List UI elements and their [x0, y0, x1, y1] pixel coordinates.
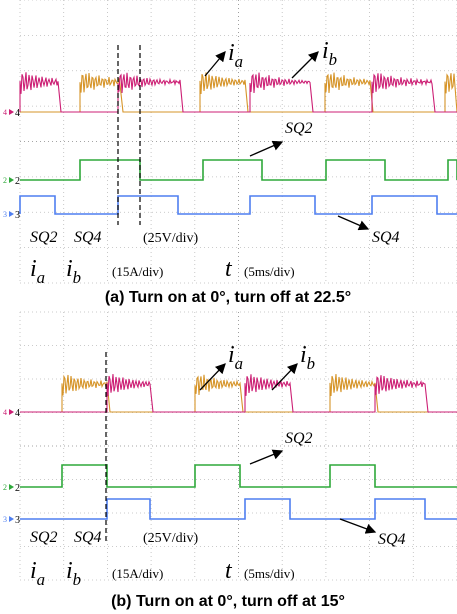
time-scale: (5ms/div)	[244, 264, 295, 279]
channel-arrow	[9, 109, 14, 115]
caption: (b) Turn on at 0°, turn off at 15°	[111, 593, 345, 610]
current-scale: (15A/div)	[112, 566, 163, 581]
arrow	[338, 216, 368, 229]
legend-sq2: SQ2	[30, 529, 58, 546]
ia-label: ia	[228, 342, 243, 373]
arrow	[272, 364, 297, 390]
channel-label: 3	[15, 515, 20, 526]
channel-marker: 4	[3, 108, 7, 117]
voltage-scale: (25V/div)	[143, 531, 199, 546]
caption: (a) Turn on at 0°, turn off at 22.5°	[105, 289, 351, 306]
channel-label: 2	[15, 483, 20, 494]
channel-arrow	[9, 484, 14, 490]
ib-label: ib	[322, 38, 337, 69]
channel-marker: 3	[3, 515, 7, 524]
legend-sq4: SQ4	[74, 229, 102, 246]
sq2-label: SQ2	[285, 120, 313, 137]
time-scale: (5ms/div)	[244, 566, 295, 581]
arrow	[205, 52, 225, 76]
channel-label: 2	[15, 176, 20, 187]
legend-ib: ib	[66, 256, 81, 287]
channel-marker: 2	[3, 483, 7, 492]
channel-marker: 4	[3, 408, 7, 417]
time-label: t	[225, 256, 233, 282]
channel-arrow	[9, 177, 14, 183]
sq4-label: SQ4	[378, 531, 406, 548]
legend-sq4: SQ4	[74, 529, 102, 546]
channel-arrow	[9, 211, 14, 217]
legend-ib: ib	[66, 558, 81, 589]
channel-label: 3	[15, 210, 20, 221]
channel-label: 4	[15, 108, 20, 119]
arrow	[292, 52, 318, 78]
ia-label: ia	[228, 40, 243, 71]
figure: 442233iaibSQ2SQ4SQ2SQ4(25V/div)iaib(15A/…	[0, 0, 457, 614]
channel-marker: 2	[3, 176, 7, 185]
arrow	[250, 142, 282, 156]
sq4-label: SQ4	[372, 229, 400, 246]
channel-arrow	[9, 516, 14, 522]
time-label: t	[225, 558, 233, 584]
channel-marker: 3	[3, 210, 7, 219]
voltage-scale: (25V/div)	[143, 231, 199, 246]
sq2-label: SQ2	[285, 430, 313, 447]
channel-label: 4	[15, 408, 20, 419]
legend-ia: ia	[30, 256, 45, 287]
arrow	[250, 451, 282, 464]
current-scale: (15A/div)	[112, 264, 163, 279]
legend-ia: ia	[30, 558, 45, 589]
ib-label: ib	[300, 342, 315, 373]
waveform-ia	[20, 374, 457, 412]
legend-sq2: SQ2	[30, 229, 58, 246]
channel-arrow	[9, 409, 14, 415]
